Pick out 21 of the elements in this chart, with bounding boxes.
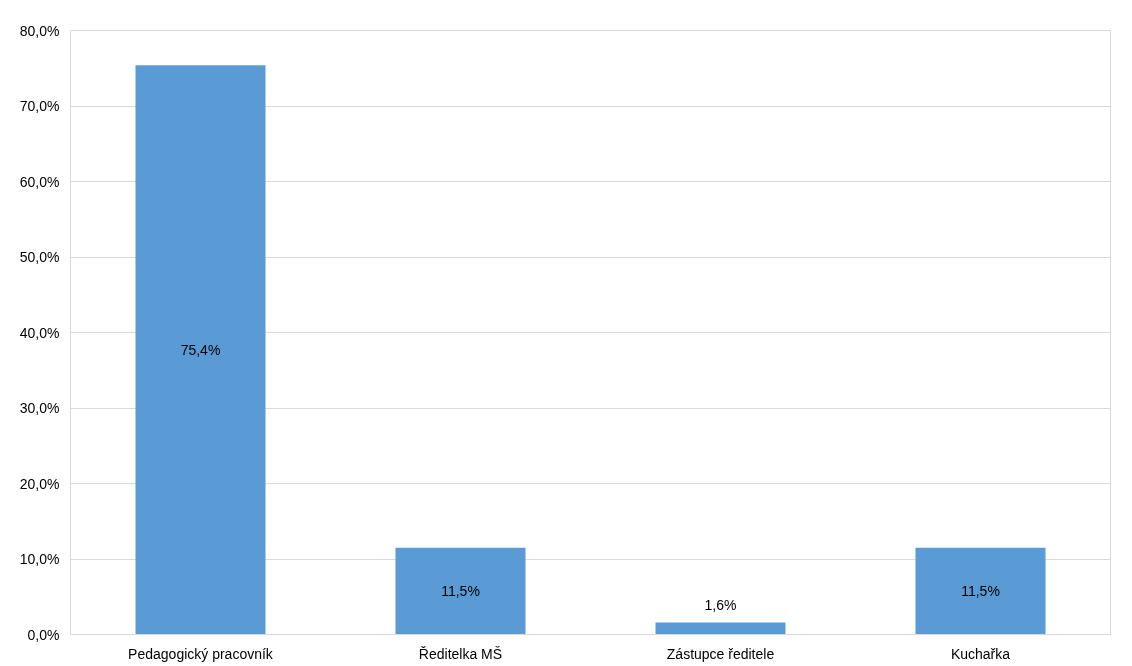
data-label: 75,4% [180, 341, 221, 358]
x-tick-label: Pedagogický pracovník [128, 645, 274, 662]
bar [135, 65, 266, 635]
y-tick-label: 60,0% [19, 173, 60, 190]
y-tick-label: 10,0% [19, 551, 60, 567]
y-tick-label: 40,0% [19, 324, 60, 341]
data-label: 1,6% [704, 597, 737, 614]
y-tick-label: 80,0% [19, 22, 60, 39]
x-tick-label: Kuchařka [950, 645, 1011, 662]
y-tick-label: 50,0% [19, 249, 60, 265]
x-tick-label: Ředitelka MŠ [418, 645, 503, 662]
y-tick-label: 70,0% [19, 98, 60, 114]
bar [915, 547, 1046, 635]
y-tick-label: 30,0% [19, 400, 60, 416]
y-tick-label: 20,0% [19, 475, 60, 492]
y-tick-label: 0,0% [27, 626, 60, 643]
data-label: 11,5% [961, 583, 1000, 600]
bar [655, 622, 786, 635]
bar [395, 547, 526, 635]
x-tick-label: Zástupce ředitele [666, 645, 775, 662]
data-label: 11,5% [441, 583, 480, 600]
